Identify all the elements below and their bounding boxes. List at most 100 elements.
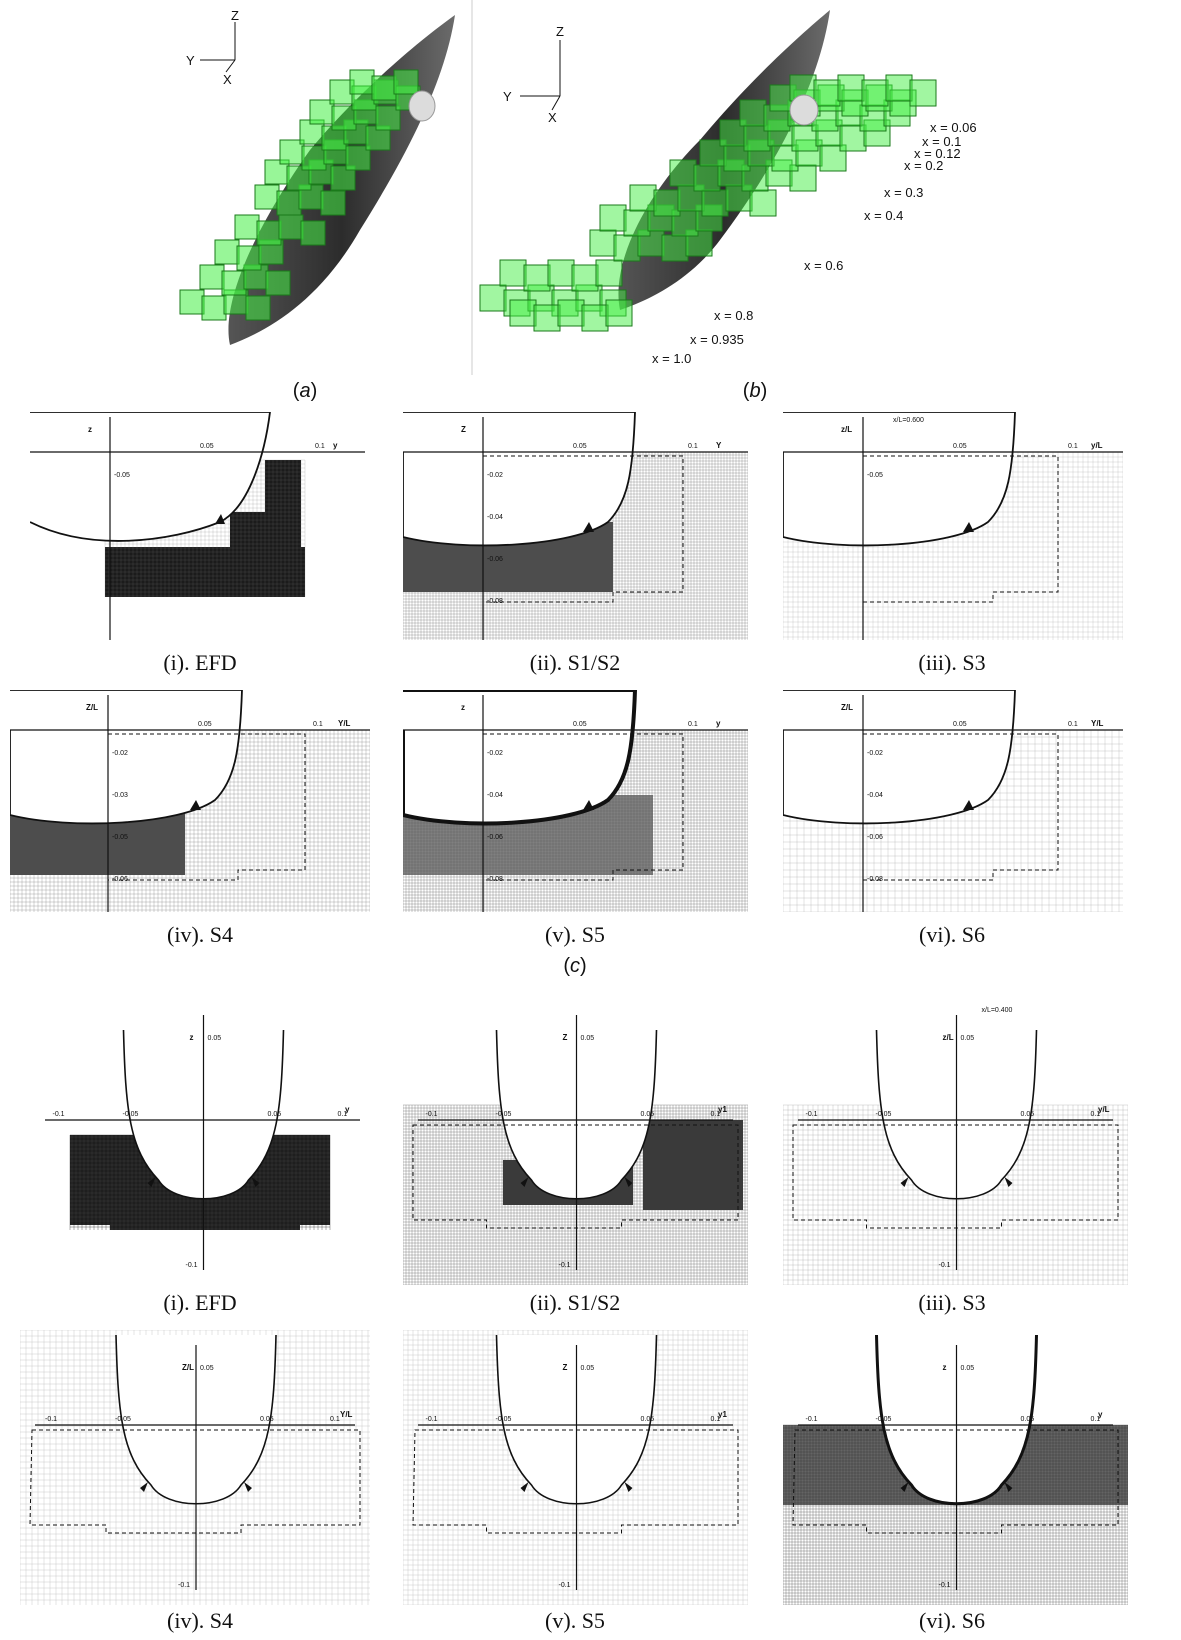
tick-label: 0.05 <box>953 443 967 450</box>
c-caption-s1s2: (ii). S1/S2 <box>529 650 621 675</box>
overset-grid-block <box>236 245 262 271</box>
tick-label: -0.08 <box>867 876 883 883</box>
overset-grid-block <box>479 284 507 312</box>
tick-label: -0.06 <box>867 834 883 841</box>
y-axis-label: y/L <box>1091 441 1103 450</box>
overset-grid-block <box>837 74 865 102</box>
bilge-keel <box>583 800 594 810</box>
y-axis-label: y <box>1098 1410 1103 1419</box>
refinement-box <box>412 1429 739 1534</box>
tick-label: -0.02 <box>487 750 503 757</box>
y-axis-label: y <box>716 719 721 728</box>
overset-grid-block <box>749 189 777 217</box>
axis-x-label: X <box>548 110 557 125</box>
station-label: x = 0.4 <box>864 208 903 223</box>
tick-label: 0.05 <box>581 1365 595 1372</box>
d-caption-s1s2: (ii). S1/S2 <box>529 1290 621 1315</box>
tick-label: 0.1 <box>1091 1111 1101 1118</box>
overset-grid-block <box>581 304 609 332</box>
y-axis-label: Y/L <box>338 719 351 728</box>
tick-label: 0.05 <box>961 1035 975 1042</box>
tick-label: -0.1 <box>186 1262 198 1269</box>
tick-label: -0.02 <box>112 750 128 757</box>
y-axis-label: y1 <box>718 1105 727 1114</box>
c-caption-s4: (iv). S4 <box>167 922 233 947</box>
d-panel-s6: -0.1 -0.05 0.05 0.1 0.05 -0.1 z y <box>783 1330 1128 1605</box>
tick-label: -0.1 <box>45 1416 57 1423</box>
y-axis-label: y1 <box>718 1410 727 1419</box>
z-axis-label: Z/L <box>841 703 853 712</box>
tick-label: -0.05 <box>867 472 883 479</box>
station-label: x = 0.3 <box>884 185 923 200</box>
tick-label: -0.05 <box>496 1416 512 1423</box>
tick-label: 0.1 <box>315 443 325 450</box>
tick-label: -0.02 <box>487 472 503 479</box>
bilge-keel <box>583 522 594 532</box>
hull-interior <box>783 412 1015 546</box>
d-caption-s5: (v). S5 <box>545 1608 605 1633</box>
bilge-keel <box>215 514 225 524</box>
hull-interior <box>10 690 242 824</box>
section-header: x/L=0.400 <box>982 1007 1013 1014</box>
overset-grid-block <box>605 299 633 327</box>
tick-label: 0.05 <box>641 1416 655 1423</box>
overset-grid-block <box>371 75 397 101</box>
tick-label: -0.1 <box>806 1416 818 1423</box>
tick-label: -0.05 <box>876 1111 892 1118</box>
overset-grid-block <box>499 259 527 287</box>
overset-grid-block <box>221 270 247 296</box>
tick-label: 0.1 <box>1068 443 1078 450</box>
axis-triad-a: Y Z X <box>186 8 239 87</box>
c-caption-s5: (v). S5 <box>545 922 605 947</box>
overset-grid-block <box>509 299 537 327</box>
z-axis-label: z <box>943 1363 947 1372</box>
tick-label: -0.1 <box>178 1582 190 1589</box>
station-label: x = 0.06 <box>930 120 977 135</box>
overset-grid-block <box>909 79 937 107</box>
refinement-box <box>792 1429 1119 1534</box>
z-axis-label: Z <box>563 1363 568 1372</box>
tick-label: 0.05 <box>200 443 214 450</box>
overset-grid-block <box>349 69 375 95</box>
tick-label: -0.04 <box>487 514 503 521</box>
tick-label: 0.1 <box>711 1416 721 1423</box>
c-panel-s1s2: Z Y 0.05 0.1 -0.02 -0.04 -0.06 -0.08 <box>403 412 748 640</box>
y-axis-label: Y <box>716 441 722 450</box>
d-caption-efd: (i). EFD <box>163 1290 237 1315</box>
tick-label: 0.05 <box>573 443 587 450</box>
d-panel-s3: -0.1 -0.05 0.05 0.1 0.05 -0.1 z/L y/L x/L=0.400 <box>783 1000 1128 1285</box>
caption-b: (b) <box>742 380 768 402</box>
caption-a: (a) <box>292 380 318 402</box>
overset-grid-block <box>813 79 841 107</box>
hull-interior <box>403 412 635 546</box>
tick-label: 0.05 <box>1021 1416 1035 1423</box>
tick-label: 0.1 <box>330 1416 340 1423</box>
tick-label: -0.06 <box>487 556 503 563</box>
station-label: x = 0.12 <box>914 146 961 161</box>
z-axis-label: Z <box>461 425 466 434</box>
overset-grid-block <box>179 289 205 315</box>
z-axis-label: z <box>461 703 465 712</box>
axis-y-label: Y <box>503 89 512 104</box>
tick-label: -0.1 <box>939 1262 951 1269</box>
tick-label: -0.1 <box>559 1262 571 1269</box>
overset-grid-block <box>589 229 617 257</box>
overset-grid-block <box>595 259 623 287</box>
tick-label: 0.1 <box>711 1111 721 1118</box>
c-panel-efd: z y 0.05 0.1 -0.05 <box>30 412 365 640</box>
overset-grid-block <box>533 304 561 332</box>
tick-label: -0.06 <box>487 834 503 841</box>
tick-label: -0.04 <box>867 792 883 799</box>
tick-label: -0.06 <box>112 876 128 883</box>
tick-label: -0.05 <box>114 472 130 479</box>
overset-grid-block <box>623 209 651 237</box>
y-axis-label: y <box>333 441 338 450</box>
overset-grid-block <box>300 220 326 246</box>
overset-grid-block <box>557 299 585 327</box>
axis-z-label: Z <box>556 24 564 39</box>
overset-grid-block <box>571 264 599 292</box>
tick-label: -0.1 <box>53 1111 65 1118</box>
figure-b-hull-stations: Y Z X x = 0.06 x = 0.1 x = 0.12 x = 0.2 x = … <box>470 0 1010 375</box>
tick-label: 0.05 <box>260 1416 274 1423</box>
